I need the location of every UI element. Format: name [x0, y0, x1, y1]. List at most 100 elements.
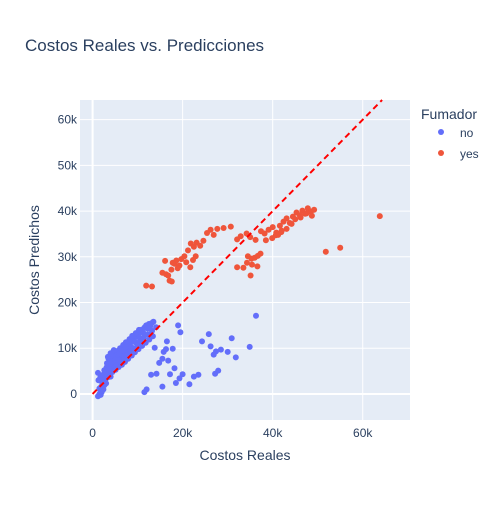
data-point-no [175, 322, 182, 329]
data-point-yes [192, 253, 199, 260]
data-point-yes [165, 272, 172, 279]
data-point-yes [276, 222, 283, 229]
y-axis-ticks: 0 10k 20k 30k 40k 50k 60k [58, 113, 78, 401]
data-point-no [163, 346, 169, 353]
data-point-no [163, 338, 170, 345]
data-point-yes [244, 259, 250, 266]
data-point-yes [269, 235, 276, 242]
y-axis-label: Costos Predichos [26, 205, 42, 315]
data-point-yes [249, 261, 255, 268]
data-point-yes [197, 242, 204, 249]
data-point-no [149, 327, 155, 334]
data-point-no [141, 389, 148, 396]
data-point-yes [207, 226, 214, 233]
y-tick-label: 0 [70, 387, 77, 401]
data-point-no [150, 318, 157, 325]
x-axis-label: Costos Reales [199, 447, 290, 463]
data-point-no [151, 344, 158, 351]
data-point-no [153, 370, 160, 377]
data-point-no [195, 371, 202, 378]
data-point-yes [185, 247, 191, 254]
data-point-yes [162, 257, 169, 264]
data-point-yes [240, 264, 247, 271]
y-tick-label: 20k [58, 296, 78, 310]
x-tick-label: 20k [173, 426, 193, 440]
x-axis-ticks: 0 20k 40k 60k [89, 426, 373, 440]
data-point-no [159, 355, 166, 362]
data-point-no [167, 371, 173, 378]
data-point-no [179, 371, 186, 378]
data-point-yes [187, 264, 194, 271]
data-point-no [207, 343, 214, 350]
data-point-yes [237, 233, 244, 240]
data-point-no [232, 354, 239, 361]
data-point-yes [220, 225, 227, 231]
y-tick-label: 30k [58, 250, 78, 264]
data-point-yes [275, 231, 282, 238]
data-point-no [103, 380, 110, 387]
legend[interactable]: Fumador no yes [421, 106, 479, 161]
data-point-no [165, 357, 172, 364]
data-point-yes [337, 244, 344, 251]
data-point-yes [303, 210, 310, 217]
y-tick-label: 40k [58, 204, 78, 218]
data-point-no [140, 334, 147, 341]
data-point-yes [227, 223, 234, 230]
data-point-yes [210, 231, 217, 238]
data-point-no [205, 331, 212, 338]
legend-marker-no [438, 129, 444, 135]
data-point-yes [262, 237, 269, 244]
y-tick-label: 10k [58, 341, 78, 355]
data-point-yes [234, 264, 241, 271]
data-point-yes [322, 248, 329, 255]
x-tick-label: 0 [89, 426, 96, 440]
data-point-no [159, 383, 166, 390]
reference-line [91, 99, 383, 395]
data-point-yes [311, 206, 318, 213]
data-point-yes [168, 278, 175, 285]
y-tick-label: 50k [58, 158, 78, 172]
data-point-no [217, 346, 224, 353]
legend-label-yes[interactable]: yes [460, 147, 479, 161]
legend-label-no[interactable]: no [460, 126, 474, 140]
data-point-yes [297, 214, 304, 221]
data-point-no [156, 359, 163, 366]
legend-title: Fumador [421, 106, 477, 122]
data-point-yes [257, 250, 264, 257]
x-tick-label: 60k [353, 426, 373, 440]
legend-items: no yes [438, 126, 479, 161]
data-point-yes [269, 224, 276, 231]
data-point-yes [247, 272, 254, 279]
data-point-no [199, 338, 205, 345]
data-point-yes [174, 265, 181, 272]
x-tick-label: 40k [263, 426, 283, 440]
data-point-yes [254, 263, 261, 270]
data-point-yes [308, 212, 315, 219]
data-point-yes [183, 259, 190, 266]
data-point-yes [143, 282, 150, 289]
data-point-no [148, 371, 155, 378]
data-point-yes [292, 216, 299, 223]
data-point-no [177, 329, 184, 336]
data-point-no [95, 369, 101, 376]
data-point-no [176, 375, 183, 382]
data-point-no [136, 326, 142, 333]
data-point-no [213, 348, 219, 355]
data-point-yes [200, 237, 207, 244]
data-point-yes [283, 215, 290, 222]
data-point-no [105, 366, 112, 373]
data-point-no [110, 347, 117, 354]
data-point-no [140, 330, 147, 337]
reference-line-group [91, 99, 383, 395]
data-point-yes [261, 230, 268, 237]
data-point-no [190, 373, 197, 380]
legend-marker-yes [438, 150, 444, 156]
data-point-no [171, 365, 178, 372]
data-point-no [224, 348, 231, 355]
data-point-no [228, 335, 235, 342]
data-point-yes [252, 236, 259, 243]
y-tick-label: 60k [58, 113, 78, 127]
data-point-yes [288, 220, 295, 227]
data-point-no [169, 345, 176, 352]
